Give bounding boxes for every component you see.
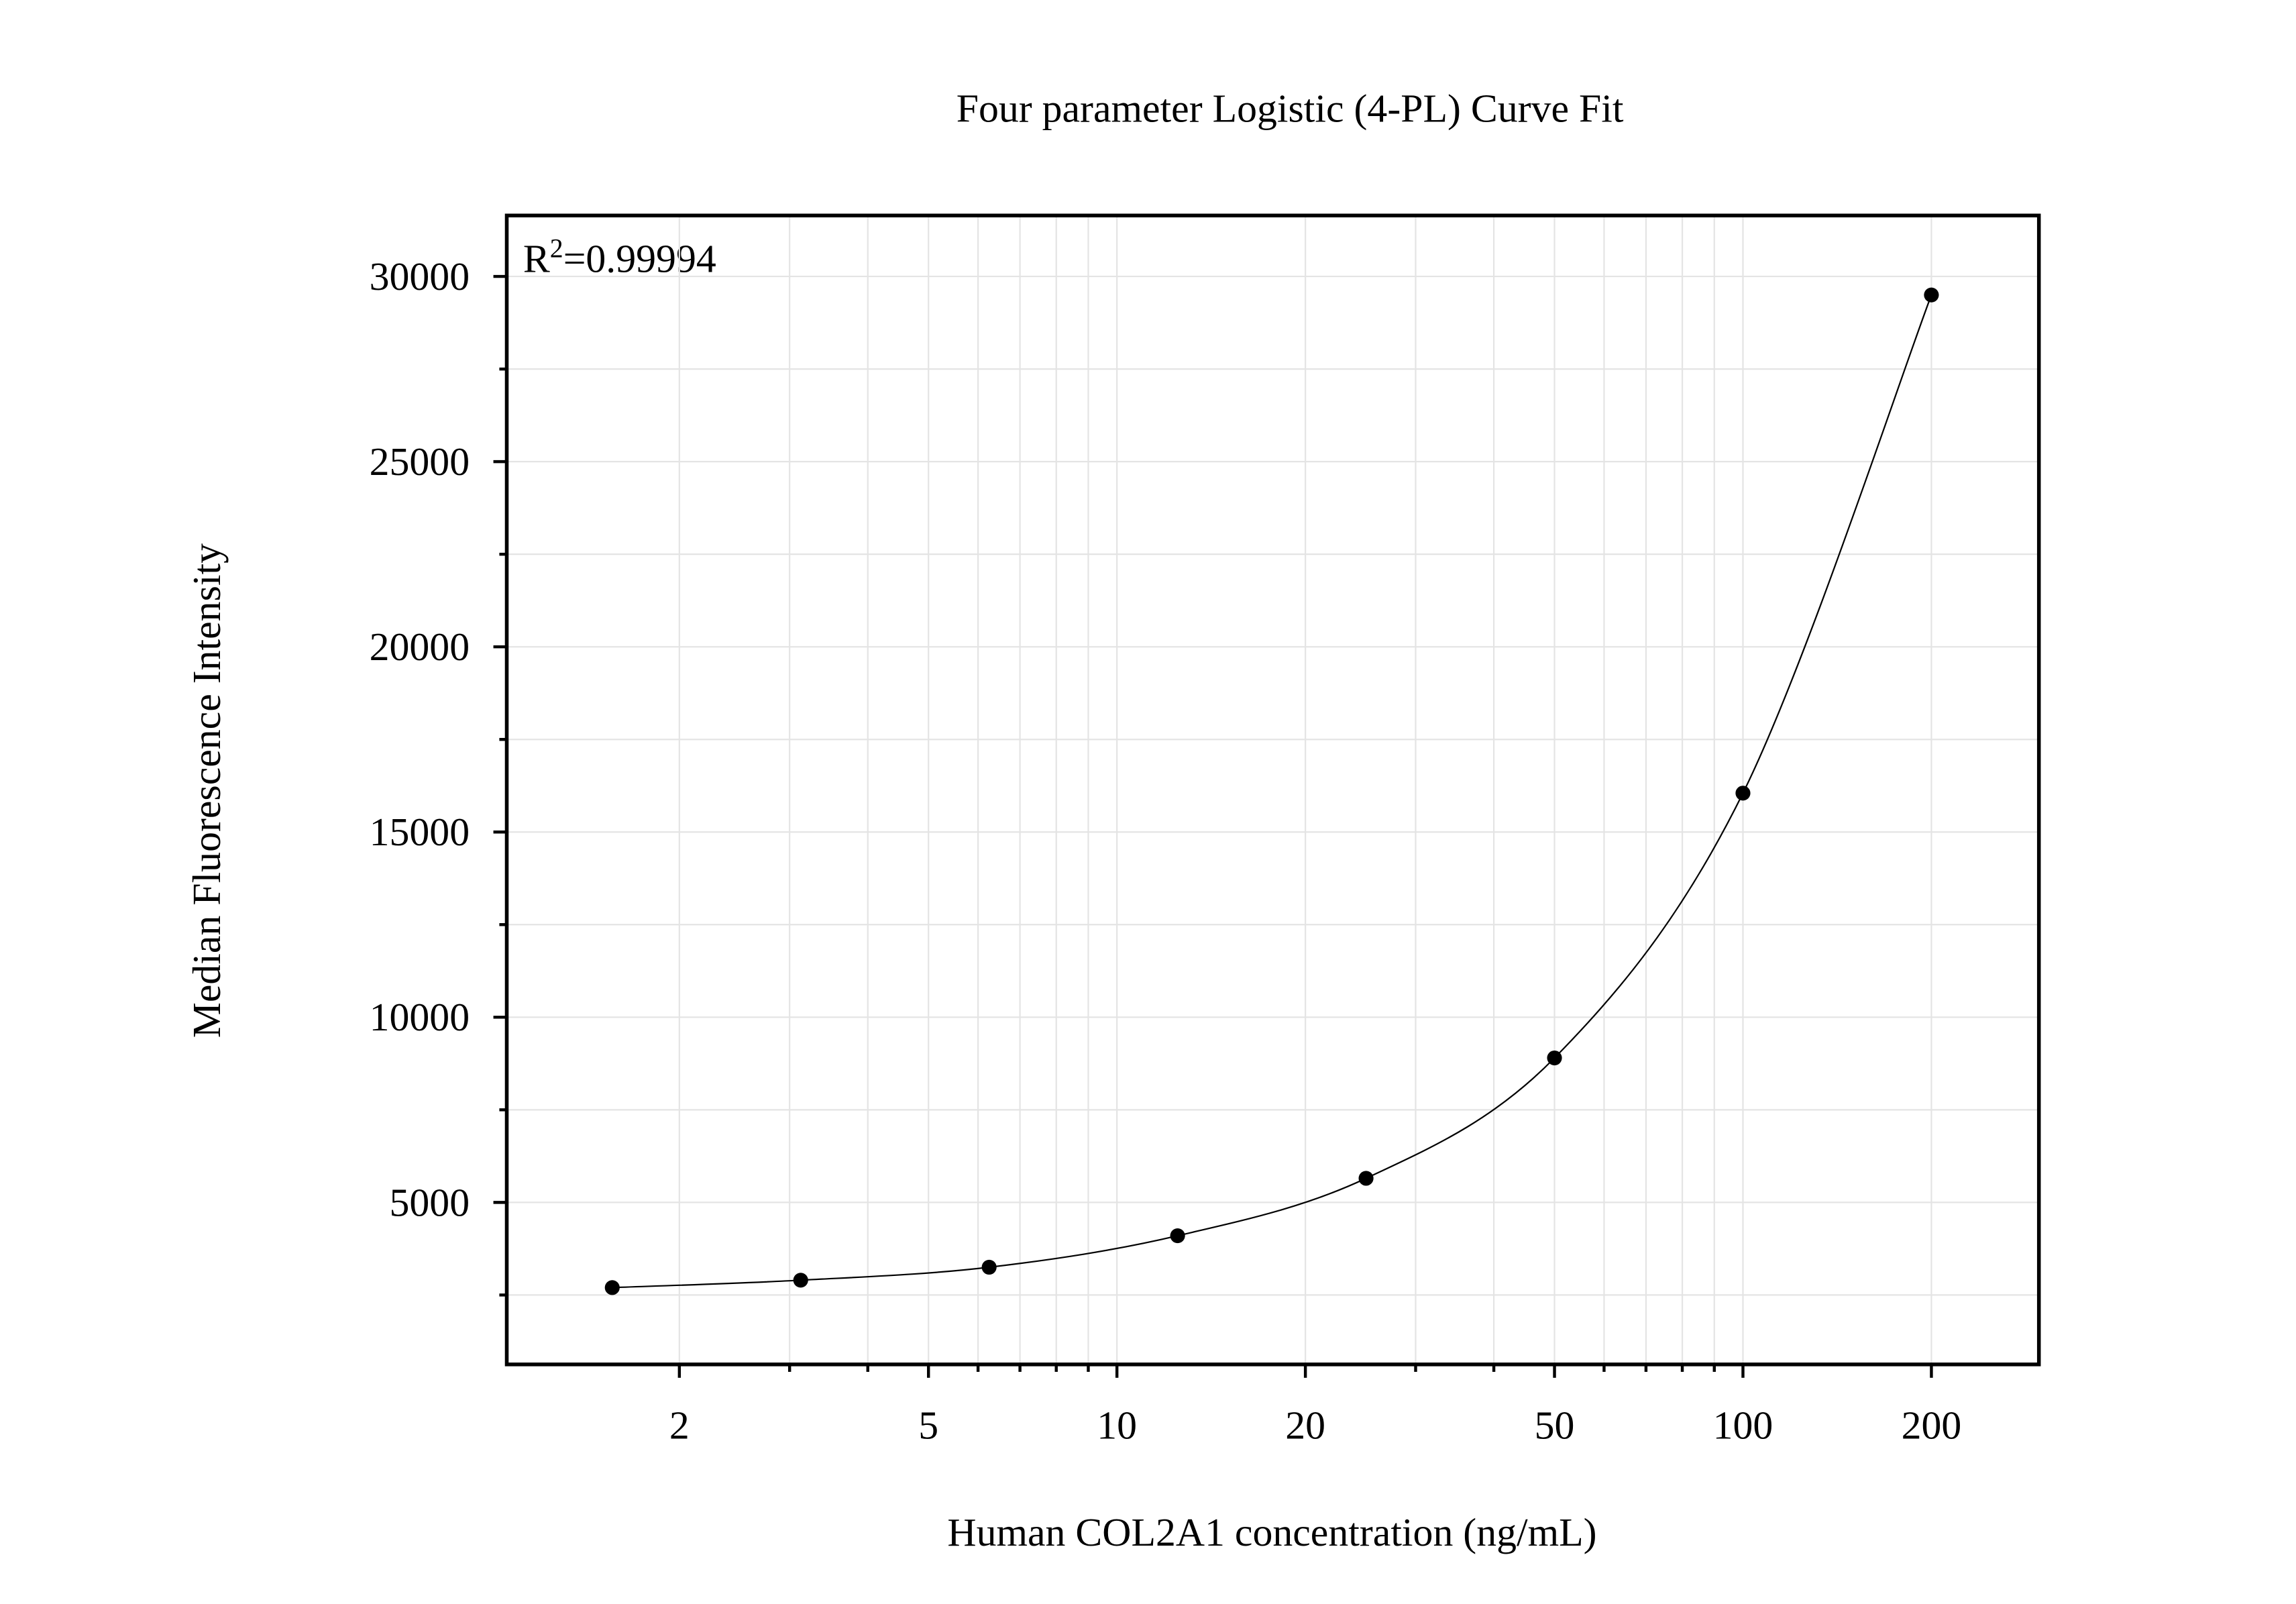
x-axis-label: Human COL2A1 concentration (ng/mL) <box>947 1510 1596 1554</box>
y-tick-label: 20000 <box>370 625 470 669</box>
x-tick-label: 100 <box>1713 1403 1773 1448</box>
y-tick-label: 5000 <box>390 1180 470 1224</box>
x-tick-label: 200 <box>1902 1403 1962 1448</box>
x-tick-label: 5 <box>918 1403 938 1448</box>
data-point <box>1358 1171 1374 1186</box>
y-tick-label: 15000 <box>370 810 470 854</box>
data-point <box>1547 1050 1562 1066</box>
data-point <box>604 1280 620 1295</box>
plot-frame <box>504 213 2041 1367</box>
y-tick-label: 30000 <box>370 254 470 299</box>
data-point <box>1924 287 1939 303</box>
data-point <box>793 1273 808 1288</box>
data-point <box>1170 1228 1185 1244</box>
annotation-sup: 2 <box>550 233 563 263</box>
x-tick-label: 2 <box>669 1403 690 1448</box>
x-tick-label: 10 <box>1097 1403 1137 1448</box>
fit-curve <box>612 295 1932 1289</box>
data-point <box>981 1259 997 1275</box>
y-tick-label: 10000 <box>370 995 470 1039</box>
annotation-base: R <box>523 236 550 280</box>
chart-title: Four parameter Logistic (4-PL) Curve Fit <box>956 87 1624 131</box>
data-point <box>1735 786 1751 801</box>
x-tick-label: 50 <box>1535 1403 1575 1448</box>
y-tick-label: 25000 <box>370 439 470 484</box>
y-axis-label: Median Fluorescence Intensity <box>184 543 229 1038</box>
annotation: R2=0.99994 <box>523 233 716 280</box>
annotation-text: =0.99994 <box>563 236 716 280</box>
x-tick-label: 20 <box>1285 1403 1325 1448</box>
